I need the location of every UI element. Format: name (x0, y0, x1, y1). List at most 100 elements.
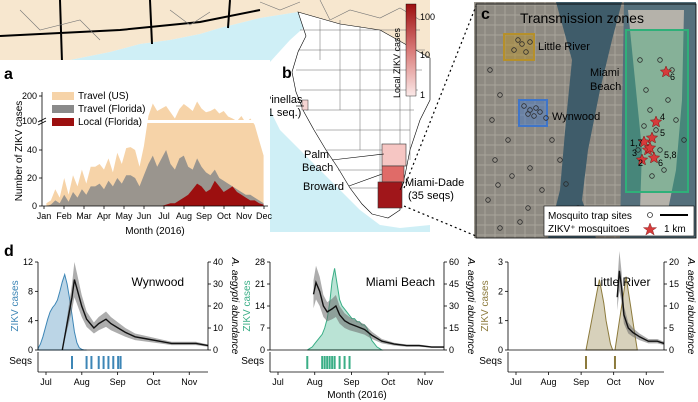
right-tick-label: 10 (669, 301, 679, 311)
trap-site (647, 107, 653, 113)
x-tick-label: Aug (74, 377, 90, 387)
left-tick-label: 8 (28, 286, 33, 296)
trap-site (537, 109, 543, 115)
x-tick-label: Aug (541, 377, 557, 387)
abundance-band (62, 262, 208, 350)
star-label: 6 (670, 72, 675, 82)
x-tick-label: Oct (381, 377, 396, 387)
x-tick-label: Jan (37, 211, 52, 221)
trap-site (637, 57, 643, 63)
seqs-label: Seqs (479, 356, 502, 367)
trap-site (563, 181, 569, 187)
legend-label: Travel (US) (78, 91, 129, 102)
panel-label-d: d (4, 243, 14, 260)
y-axis-label: Number of ZIKV cases (14, 101, 25, 202)
trap-site (495, 182, 501, 188)
legend-label: Local (Florida) (78, 117, 142, 128)
legend-swatch (52, 105, 74, 113)
x-tick-label: Jul (158, 211, 170, 221)
x-tick-label: Aug (307, 377, 323, 387)
trap-site (511, 47, 517, 53)
left-tick-label: 0 (498, 345, 503, 355)
palm-beach-county (381, 143, 407, 167)
right-tick-label: 30 (213, 279, 223, 289)
y-tick-label: 100 (22, 116, 37, 126)
zone-little-river (503, 33, 535, 61)
left-tick-label: 2 (498, 286, 503, 296)
chart-title: Miami Beach (366, 275, 435, 289)
zone-label-miami-beach-2: Beach (590, 81, 621, 93)
bay (548, 2, 622, 238)
y-tick-label: 200 (22, 91, 37, 101)
panel-label-b: b (282, 65, 292, 82)
palm-beach-label-2: Beach (302, 162, 333, 174)
x-tick-label: Jul (510, 377, 522, 387)
y-tick-label: 0 (32, 201, 37, 211)
right-tick-label: 15 (449, 323, 459, 333)
left-tick-label: 4 (28, 316, 33, 326)
right-tick-label: 5 (669, 323, 674, 333)
colorbar-title: Local ZIKV cases (392, 27, 402, 98)
zikv-mosquito-star (635, 153, 649, 166)
left-axis-label: ZIKV cases (480, 280, 491, 331)
trap-site (657, 147, 663, 153)
trap-site (525, 111, 531, 117)
trap-site (517, 219, 523, 225)
zikv-mosquito-star (659, 65, 673, 78)
abundance-line (312, 280, 444, 348)
trap-site (492, 157, 498, 163)
trap-site (635, 147, 641, 153)
trap-site (543, 115, 549, 121)
series-area-2 (46, 180, 264, 206)
chart-a: a 0 20 40 100 200 Jan Feb Mar Apr May Jun Jul Aug Sep… (0, 60, 272, 237)
chart-title: Wynwood (132, 275, 185, 289)
colorbar-tick-10: 10 (420, 50, 430, 60)
left-tick-label: 0 (260, 345, 265, 355)
axis-break-band (42, 120, 268, 123)
trap-site (505, 137, 511, 143)
map-c: Transmission zones Little River Miami Be… (403, 2, 697, 239)
zone-label-little-river: Little River (538, 41, 590, 53)
right-tick-label: 60 (449, 257, 459, 267)
panel-label-a: a (4, 66, 13, 83)
trap-site (485, 197, 491, 203)
left-tick-label: 12 (23, 257, 33, 267)
right-tick-label: 30 (449, 301, 459, 311)
trap-site-legend-icon (647, 212, 653, 218)
trap-site (643, 87, 649, 93)
x-axis-label: Month (2016) (125, 226, 184, 237)
legend-label: Travel (Florida) (78, 104, 145, 115)
x-tick-label: Nov (236, 211, 253, 221)
left-tick-label: 3 (498, 257, 503, 267)
left-axis-label: ZIKV cases (242, 280, 253, 331)
miami-dade-county (377, 181, 403, 209)
star-label: 5,8 (664, 150, 677, 160)
right-tick-label: 0 (449, 345, 454, 355)
trap-site (673, 117, 679, 123)
x-tick-label: Sep (573, 377, 589, 387)
trap-site (521, 103, 527, 109)
legend-swatch (52, 92, 74, 100)
zikv-cases-area (37, 272, 87, 351)
trap-site (641, 123, 647, 129)
star-label: 3 (632, 148, 637, 158)
x-axis-label: Month (2016) (327, 390, 386, 401)
x-tick-label: May (115, 211, 133, 221)
x-tick-label: Jun (137, 211, 152, 221)
right-axis-label: A. aegypti abundance (685, 257, 696, 355)
star-label: 4 (660, 112, 665, 122)
right-tick-label: 0 (669, 345, 674, 355)
chart-title: Little River (594, 275, 651, 289)
legend-trap-sites: Mosquito trap sites (548, 211, 632, 222)
y-tick-label: 40 (27, 145, 37, 155)
left-tick-label: 28 (255, 257, 265, 267)
trap-site (489, 117, 495, 123)
right-tick-label: 15 (669, 279, 679, 289)
trap-site (487, 67, 493, 73)
legend-swatch (52, 118, 74, 126)
trap-site (557, 157, 563, 163)
abundance-line (61, 279, 209, 351)
x-tick-label: Oct (607, 377, 622, 387)
x-tick-label: Nov (638, 377, 655, 387)
